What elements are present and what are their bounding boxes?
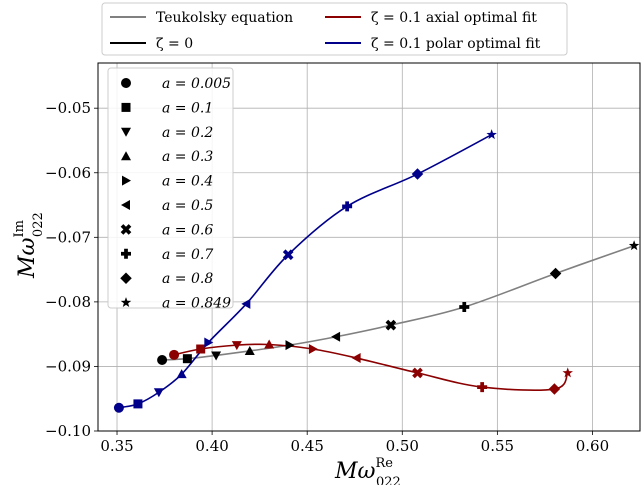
series-2-point xyxy=(231,341,242,351)
series-1-point xyxy=(385,319,397,331)
series-1-point xyxy=(285,340,295,351)
series-3-point xyxy=(113,402,124,413)
series-line-3 xyxy=(118,133,493,409)
y-tick-label: −0.05 xyxy=(45,99,91,117)
series-1-point xyxy=(549,267,562,280)
series-1-point xyxy=(459,302,470,313)
series-2-point xyxy=(169,349,180,360)
series-2-point xyxy=(412,367,423,379)
series-3-point xyxy=(411,168,424,180)
series-3-point xyxy=(342,201,353,212)
top-legend-frame xyxy=(101,2,568,56)
spin-legend-label: a = 0.6 xyxy=(162,222,213,238)
spin-legend-label: a = 0.849 xyxy=(162,296,231,312)
series-markers xyxy=(113,129,640,413)
series-2-point xyxy=(264,339,275,349)
spin-legend-label: a = 0.5 xyxy=(162,198,213,214)
spin-legend-label: a = 0.4 xyxy=(162,174,213,190)
x-axis-label-sub: 022 xyxy=(376,475,401,485)
x-tick-label: 0.60 xyxy=(576,437,609,455)
spin-legend-marker-triangle-down xyxy=(121,127,131,137)
series-3-point xyxy=(176,369,187,379)
spin-legend-marker-triangle-left xyxy=(121,200,130,210)
spin-legend-label: a = 0.1 xyxy=(162,100,213,116)
spin-legend-marker-circle xyxy=(121,78,131,88)
y-tick-label: −0.10 xyxy=(45,422,91,440)
spin-legend-marker-star xyxy=(120,297,132,308)
y-tick-label: −0.06 xyxy=(45,164,91,182)
series-lines xyxy=(118,133,635,409)
series-3-point xyxy=(204,337,214,348)
series-1-point xyxy=(244,345,255,355)
x-tick-label: 0.40 xyxy=(195,437,228,455)
x-axis-label: MωRe 022 xyxy=(334,456,401,485)
top-legend-label: ζ = 0 xyxy=(156,36,193,52)
y-axis-label: MωIm 022 xyxy=(12,212,46,279)
series-2-point xyxy=(351,353,361,364)
series-3-point xyxy=(153,388,164,398)
x-tick-label: 0.50 xyxy=(386,437,419,455)
spin-legend-marker-diamond xyxy=(120,272,132,284)
spin-legend-label: a = 0.2 xyxy=(162,125,213,141)
top-legend: Teukolsky equation ζ = 0 ζ = 0.1 axial opt… xyxy=(101,2,568,56)
top-legend-label: ζ = 0.1 polar optimal fit xyxy=(371,36,541,52)
spin-legend-label: a = 0.7 xyxy=(162,247,213,263)
spin-legend-marker-x xyxy=(120,224,132,235)
spin-legend: a = 0.005 a = 0.1 a = 0.2 a = 0.3 a = 0.4 a =… xyxy=(107,67,234,312)
series-line-0 xyxy=(162,244,635,361)
series-3-point xyxy=(282,249,294,261)
spin-legend-marker-triangle-right xyxy=(122,175,131,186)
top-legend-label: ζ = 0.1 axial optimal fit xyxy=(371,10,537,26)
y-axis-label-sup: Im xyxy=(12,220,27,237)
spin-legend-marker-square xyxy=(121,102,131,112)
spin-legend-label: a = 0.005 xyxy=(162,76,231,92)
spin-legend-frame xyxy=(107,67,234,309)
series-2-point xyxy=(477,382,488,393)
series-1-point xyxy=(211,351,222,361)
y-axis-label-main: Mω xyxy=(15,237,40,279)
spin-legend-label: a = 0.8 xyxy=(162,271,213,287)
series-1-point xyxy=(628,240,640,251)
x-tick-label: 0.45 xyxy=(290,437,323,455)
y-tick-label: −0.08 xyxy=(45,293,91,311)
y-tick-label: −0.09 xyxy=(45,357,91,375)
series-3-point xyxy=(486,129,497,140)
axis-ticks: 0.35 0.40 0.45 0.50 0.55 0.60 −0.10 −0.09 −0.08 −… xyxy=(45,99,609,455)
series-line-2 xyxy=(173,343,569,391)
top-legend-label: Teukolsky equation xyxy=(156,10,293,26)
series-1-point xyxy=(331,331,341,342)
spin-legend-marker-plus xyxy=(121,248,131,259)
series-2-point xyxy=(196,344,206,354)
x-axis-label-main: Mω xyxy=(334,459,376,484)
x-axis-label-sup: Re xyxy=(375,456,393,471)
spin-legend-marker-triangle-up xyxy=(121,151,131,161)
series-2-point xyxy=(548,383,561,395)
x-tick-label: 0.55 xyxy=(481,437,514,455)
y-axis-label-sub: 022 xyxy=(31,212,46,237)
series-2-point xyxy=(308,344,318,355)
series-1-point xyxy=(157,354,168,365)
plot-frame xyxy=(97,62,641,432)
series-1-point xyxy=(182,354,192,364)
series-2-point xyxy=(562,367,573,378)
x-tick-label: 0.35 xyxy=(100,437,133,455)
spin-legend-label: a = 0.3 xyxy=(162,149,213,165)
series-3-point xyxy=(133,399,143,409)
series-3-point xyxy=(241,298,251,309)
y-tick-label: −0.07 xyxy=(45,228,91,246)
